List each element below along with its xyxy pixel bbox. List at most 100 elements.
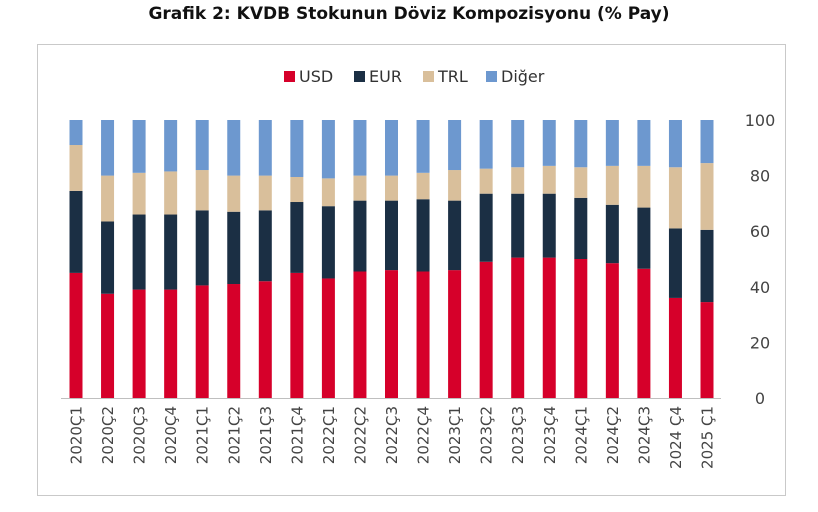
- y-tick-label: 100: [745, 111, 776, 130]
- x-axis: 2020Ç1 2020Ç2 2020Ç3 2020Ç4 2021Ç1 2021Ç2 2021…: [68, 406, 717, 469]
- bar-diger-2021c4: [290, 120, 304, 177]
- x-tick-label: 2023Ç1: [446, 406, 464, 464]
- bar-usd-2021c4: [290, 272, 304, 398]
- bar-eur-2020c4: [164, 214, 178, 290]
- bar-diger-2024-c4: [668, 120, 682, 168]
- bar-diger-2021c3: [258, 120, 272, 176]
- x-tick-label: 2024 Ç4: [667, 406, 685, 469]
- bar-trl-2023c1: [448, 170, 462, 201]
- legend-label: USD: [299, 67, 333, 86]
- legend-swatch: [354, 71, 365, 82]
- bar-usd-2020c4: [164, 289, 178, 398]
- x-tick-label: 2021Ç2: [225, 406, 243, 464]
- bar-eur-2025-c1: [700, 229, 714, 303]
- x-tick-label: 2021Ç4: [288, 406, 306, 464]
- x-tick-label: 2024Ç3: [635, 406, 653, 464]
- bar-trl-2021c4: [290, 176, 304, 203]
- x-tick-label: 2023Ç3: [509, 406, 527, 464]
- bar-usd-2023c2: [479, 261, 493, 398]
- y-axis: 0 20 40 60 80 100: [745, 111, 776, 408]
- x-tick-label: 2022Ç2: [351, 406, 369, 464]
- legend-label: EUR: [369, 67, 402, 86]
- chart-frame: [37, 44, 786, 496]
- bar-eur-2022c3: [385, 200, 398, 271]
- legend-item-eur: EUR: [354, 67, 402, 86]
- bar-eur-2021c2: [227, 211, 241, 285]
- bar-diger-2024c3: [637, 120, 651, 166]
- bar-eur-2023c1: [448, 200, 462, 271]
- x-tick-label: 2025 Ç1: [699, 406, 717, 469]
- bar-diger-2021c2: [227, 120, 241, 176]
- bar-trl-2020c4: [164, 171, 178, 215]
- bar-trl-2021c2: [227, 175, 241, 212]
- y-tick-label: 60: [750, 222, 770, 241]
- bar-trl-2022c4: [416, 172, 430, 200]
- bar-trl-2020c3: [132, 172, 146, 215]
- x-tick-label: 2020Ç3: [131, 406, 149, 464]
- legend: USD EUR TRL Diğer: [284, 67, 545, 86]
- y-tick-label: 40: [750, 278, 770, 297]
- bar-trl-2021c1: [195, 170, 209, 211]
- bar-diger-2022c3: [385, 120, 398, 176]
- bar-diger-2023c2: [479, 120, 493, 169]
- bar-usd-2025-c1: [700, 302, 714, 398]
- x-tick-label: 2022Ç3: [383, 406, 401, 464]
- legend-swatch: [486, 71, 497, 82]
- legend-label: TRL: [437, 67, 468, 86]
- chart-title: Grafik 2: KVDB Stokunun Döviz Kompozisyo…: [148, 4, 670, 24]
- y-tick-label: 0: [755, 389, 765, 408]
- bar-diger-2023c4: [542, 120, 556, 166]
- bar-usd-2022c3: [385, 270, 398, 398]
- y-tick-label: 80: [750, 167, 770, 186]
- bar-usd-2024c1: [574, 259, 588, 398]
- bar-diger-2023c1: [448, 120, 462, 171]
- x-tick-label: 2020Ç1: [68, 406, 86, 464]
- bar-usd-2020c1: [69, 272, 83, 398]
- bar-eur-2024-c4: [668, 228, 682, 298]
- bar-usd-2021c2: [227, 284, 241, 398]
- bar-diger-2022c2: [353, 120, 367, 176]
- bar-usd-2021c1: [195, 285, 209, 398]
- bar-usd-2023c4: [542, 257, 556, 398]
- x-tick-label: 2023Ç2: [478, 406, 496, 464]
- bar-trl-2024c1: [574, 167, 588, 198]
- legend-swatch: [423, 71, 434, 82]
- bar-usd-2023c1: [448, 270, 462, 398]
- bar-diger-2022c1: [321, 120, 335, 179]
- bar-diger-2021c1: [195, 120, 209, 171]
- bar-eur-2020c3: [132, 214, 146, 290]
- bar-trl-2023c4: [542, 165, 556, 194]
- bar-usd-2022c2: [353, 271, 367, 398]
- bar-diger-2020c1: [69, 120, 83, 146]
- x-tick-label: 2023Ç4: [541, 406, 559, 464]
- bar-eur-2022c2: [353, 200, 367, 272]
- bar-trl-2024c2: [605, 165, 619, 205]
- bar-diger-2022c4: [416, 120, 430, 173]
- bar-eur-2020c1: [69, 190, 83, 273]
- bar-trl-2020c2: [101, 175, 115, 222]
- bar-eur-2022c1: [321, 206, 335, 279]
- x-tick-label: 2022Ç4: [415, 406, 433, 464]
- bar-trl-2022c1: [321, 178, 335, 207]
- y-tick-label: 20: [750, 333, 770, 352]
- bar-usd-2021c3: [258, 281, 272, 398]
- bar-usd-2024c2: [605, 263, 619, 398]
- bar-usd-2022c4: [416, 271, 430, 398]
- bar-usd-2020c2: [101, 293, 115, 398]
- x-tick-label: 2020Ç2: [99, 406, 117, 464]
- bar-trl-2022c3: [385, 175, 398, 201]
- bar-eur-2024c1: [574, 197, 588, 259]
- bars-group: [61, 120, 721, 399]
- legend-item-diger: Diğer: [486, 67, 545, 86]
- bar-usd-2024c3: [637, 268, 651, 398]
- x-tick-label: 2021Ç3: [257, 406, 275, 464]
- bar-eur-2021c3: [258, 210, 272, 282]
- bar-usd-2023c3: [511, 257, 525, 398]
- bar-trl-2023c3: [511, 167, 525, 194]
- x-tick-label: 2020Ç4: [162, 406, 180, 464]
- bar-diger-2024c2: [605, 120, 619, 166]
- bar-trl-2024-c4: [668, 167, 682, 229]
- bar-eur-2022c4: [416, 199, 430, 272]
- bar-trl-2024c3: [637, 165, 651, 208]
